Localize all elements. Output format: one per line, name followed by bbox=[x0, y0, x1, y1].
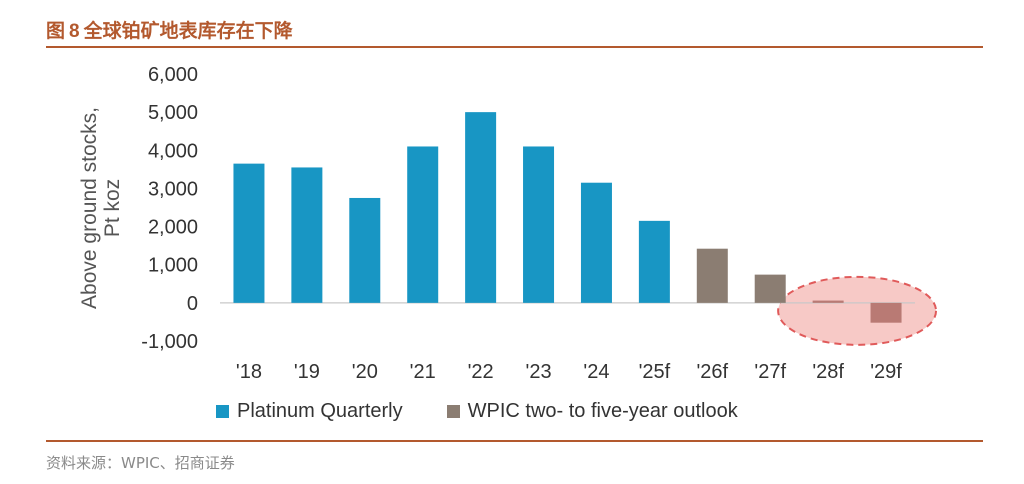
x-tick-label: '20 bbox=[352, 361, 378, 383]
y-tick-label: 2,000 bbox=[148, 217, 198, 239]
y-tick-label: 3,000 bbox=[148, 178, 198, 200]
figure-label: 图 bbox=[46, 20, 66, 42]
figure-number: 8 bbox=[69, 21, 80, 42]
y-tick-label: -1,000 bbox=[141, 331, 198, 353]
bar-5 bbox=[523, 146, 555, 303]
x-tick-label: '26f bbox=[696, 361, 728, 383]
bar-7 bbox=[638, 220, 670, 303]
y-axis-title: Above ground stocks,Pt koz bbox=[78, 107, 124, 309]
bar-6 bbox=[580, 182, 612, 303]
figure-title: 图 8 全球铂矿地表库存在下降 bbox=[46, 16, 293, 43]
source-divider bbox=[46, 440, 983, 442]
legend-label-platinum-quarterly: Platinum Quarterly bbox=[237, 400, 403, 422]
x-tick-label: '29f bbox=[870, 361, 902, 383]
x-tick-label: '24 bbox=[583, 361, 609, 383]
x-tick-label: '23 bbox=[526, 361, 552, 383]
legend-swatch-platinum-quarterly bbox=[216, 405, 229, 418]
bar-3 bbox=[407, 146, 439, 303]
y-tick-label: 1,000 bbox=[148, 255, 198, 277]
x-tick-label: '28f bbox=[812, 361, 844, 383]
y-tick-label: 0 bbox=[187, 293, 198, 315]
chart-legend: Platinum Quarterly WPIC two- to five-yea… bbox=[216, 400, 782, 423]
x-tick-label: '25f bbox=[639, 361, 671, 383]
bar-0 bbox=[233, 163, 265, 303]
bar-10 bbox=[812, 300, 844, 303]
legend-swatch-wpic-outlook bbox=[446, 405, 460, 418]
x-tick-label: '18 bbox=[236, 361, 262, 383]
source-note: 资料来源：WPIC、招商证券 bbox=[46, 454, 235, 472]
y-tick-label: 5,000 bbox=[148, 102, 198, 124]
legend-label-wpic-outlook: WPIC two- to five-year outlook bbox=[467, 400, 738, 422]
bar-1 bbox=[291, 167, 323, 303]
figure-title-text: 全球铂矿地表库存在下降 bbox=[83, 20, 293, 42]
y-tick-label: 4,000 bbox=[148, 140, 198, 162]
x-tick-label: '19 bbox=[294, 361, 320, 383]
forecast-highlight-ellipse bbox=[777, 275, 938, 346]
bar-4 bbox=[465, 112, 497, 303]
x-tick-label: '22 bbox=[468, 361, 494, 383]
x-tick-label: '27f bbox=[754, 361, 786, 383]
legend-item-wpic-outlook: WPIC two- to five-year outlook bbox=[446, 400, 738, 423]
y-tick-label: 6,000 bbox=[148, 64, 198, 86]
bar-11 bbox=[870, 302, 902, 323]
x-tick-label: '21 bbox=[410, 361, 436, 383]
bar-9 bbox=[754, 274, 786, 303]
bar-2 bbox=[349, 197, 381, 303]
title-divider bbox=[46, 46, 983, 48]
bar-8 bbox=[696, 248, 728, 303]
legend-item-platinum-quarterly: Platinum Quarterly bbox=[216, 400, 403, 423]
bar-chart: Above ground stocks,Pt koz 6,000 5,000 4,00… bbox=[78, 64, 938, 383]
